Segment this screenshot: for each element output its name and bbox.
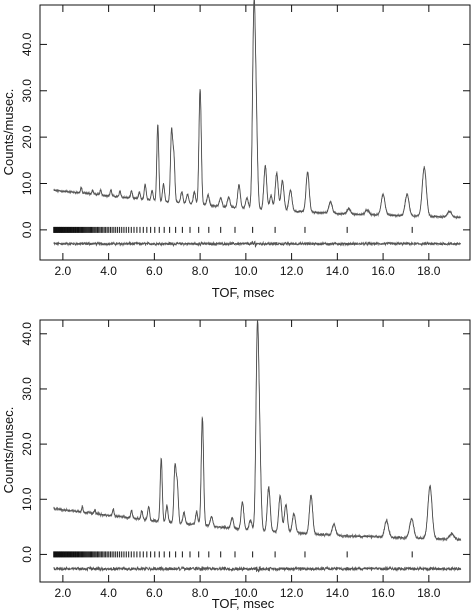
plot-top-y-tick-label: 20.0 [20,125,34,149]
plot-top: 0.0 10.0 20.0 30.0 40.0 2.0 4.0 6.0 8.0 10.0 12.0… [1,0,471,300]
plot-bottom-y-tick-label: 10.0 [20,487,34,511]
plot-bottom-y-tick-label: 30.0 [20,377,34,401]
plot-bottom-x-ticks: 2.0 4.0 6.0 8.0 10.0 12.0 14.0 16.0 18.0 [55,320,441,600]
plot-top-reflection-markers [53,226,413,233]
plot-bottom-difference-series [53,565,462,573]
plot-bottom-x-tick-label: 8.0 [192,586,209,600]
plot-bottom-x-tick-label: 16.0 [371,586,395,600]
plot-top-y-ticks: 0.0 10.0 20.0 30.0 40.0 [20,32,470,238]
plot-bottom-x-tick-label: 14.0 [326,586,350,600]
plot-bottom-x-axis-label: TOF, msec [212,596,275,610]
plot-bottom: 0.0 10.0 20.0 30.0 40.0 2.0 4.0 6.0 8.0 10.0 12.0… [1,319,471,610]
plot-bottom-y-tick-label: 20.0 [20,432,34,456]
plot-bottom-y-tick-label: 40.0 [20,322,34,346]
plot-bottom-calculated-series [53,319,461,540]
plot-top-observed-series [53,0,462,220]
plot-top-y-tick-label: 30.0 [20,79,34,103]
plot-top-x-tick-label: 6.0 [146,264,163,278]
plot-top-x-tick-label: 14.0 [326,264,350,278]
plot-bottom-x-tick-label: 10.0 [234,586,258,600]
plot-top-x-tick-label: 8.0 [192,264,209,278]
plot-top-y-axis-label: Counts/musec. [1,89,16,176]
plot-bottom-x-tick-label: 2.0 [55,586,72,600]
plot-top-x-tick-label: 10.0 [234,264,258,278]
plot-top-x-tick-label: 18.0 [417,264,441,278]
plot-bottom-frame [39,319,471,583]
plot-top-x-tick-label: 2.0 [55,264,72,278]
plot-top-difference-series [53,240,462,248]
plot-bottom-reflection-markers [53,551,413,558]
plot-bottom-x-tick-label: 12.0 [280,586,304,600]
plot-bottom-x-tick-label: 4.0 [100,586,117,600]
plot-top-x-axis-label: TOF, msec [212,285,275,300]
plot-top-y-tick-label: 10.0 [20,171,34,195]
plot-top-x-tick-label: 12.0 [280,264,304,278]
plot-top-calculated-series [53,0,461,218]
plot-bottom-y-tick-label: 0.0 [20,546,34,563]
plot-bottom-y-ticks: 0.0 10.0 20.0 30.0 40.0 [20,322,470,563]
plot-top-y-tick-label: 40.0 [20,32,34,56]
plot-top-y-tick-label: 0.0 [20,221,34,238]
plot-bottom-y-axis-label: Counts/musec. [1,407,16,494]
plot-top-x-tick-label: 16.0 [371,264,395,278]
plot-top-x-tick-label: 4.0 [100,264,117,278]
plot-bottom-observed-series [53,321,462,542]
plot-bottom-x-tick-label: 18.0 [417,586,441,600]
plot-top-x-ticks: 2.0 4.0 6.0 8.0 10.0 12.0 14.0 16.0 18.0 [55,5,441,278]
plot-bottom-x-tick-label: 6.0 [146,586,163,600]
